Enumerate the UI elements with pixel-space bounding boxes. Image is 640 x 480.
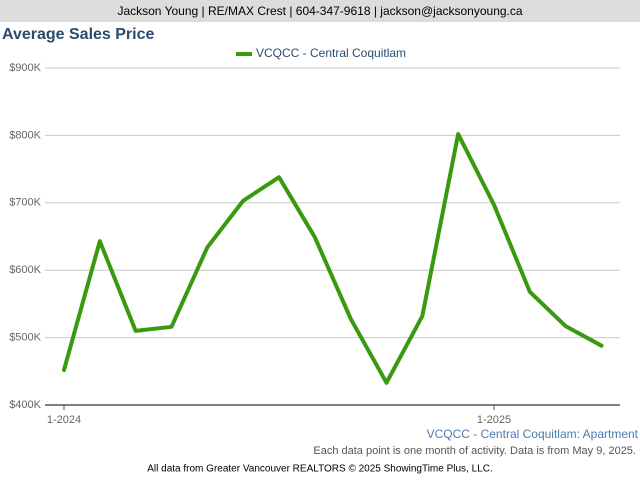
y-tick-label: $600K bbox=[9, 264, 41, 276]
x-tick-label: 1-2025 bbox=[477, 414, 511, 426]
header-bar bbox=[0, 0, 640, 22]
note: Each data point is one month of activity… bbox=[313, 445, 636, 457]
y-tick-label: $500K bbox=[9, 332, 41, 344]
caption: VCQCC - Central Coquitlam: Apartment bbox=[427, 427, 639, 441]
y-tick-label: $400K bbox=[9, 399, 41, 411]
x-tick-label: 1-2024 bbox=[47, 414, 81, 426]
y-tick-label: $900K bbox=[9, 62, 41, 74]
line-series bbox=[62, 132, 604, 385]
footer: All data from Greater Vancouver REALTORS… bbox=[147, 464, 492, 475]
y-tick-label: $800K bbox=[9, 129, 41, 141]
plot-area bbox=[45, 58, 620, 405]
chart-title: Average Sales Price bbox=[2, 26, 155, 43]
header: Jackson Young | RE/MAX Crest | 604-347-9… bbox=[117, 4, 522, 18]
y-tick-label: $700K bbox=[9, 197, 41, 209]
legend-label: VCQCC - Central Coquitlam bbox=[256, 46, 406, 60]
